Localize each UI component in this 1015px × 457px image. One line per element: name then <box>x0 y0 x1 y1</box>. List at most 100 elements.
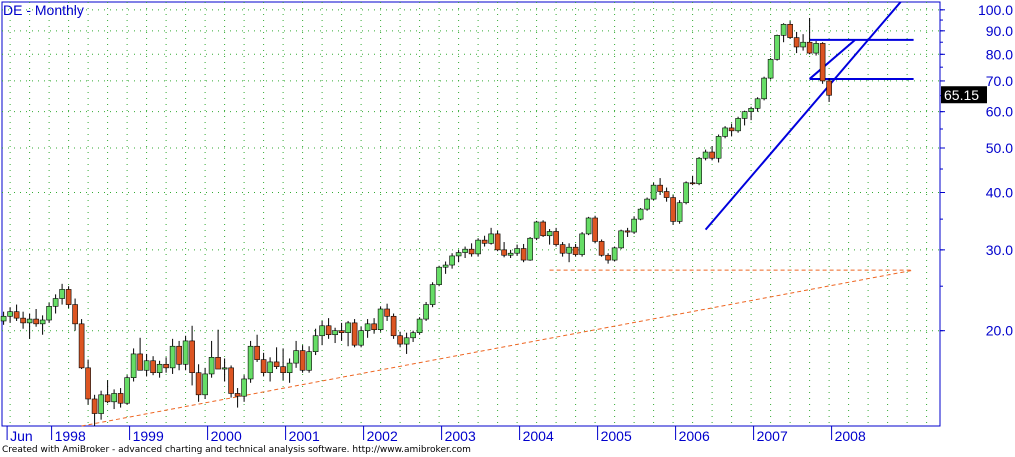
candle-body-up <box>52 298 59 307</box>
candle-body-up <box>156 363 163 374</box>
candle <box>124 375 130 405</box>
candle <box>280 348 286 381</box>
candle <box>195 364 202 402</box>
candle-body-up <box>377 308 384 330</box>
candle <box>780 23 787 43</box>
last-value-box <box>941 86 987 104</box>
candle-body-down <box>78 323 85 369</box>
candle-body-down <box>228 367 234 394</box>
candle-body-up <box>423 304 429 320</box>
candle <box>221 358 228 382</box>
candle <box>767 58 774 80</box>
candle-body-up <box>98 394 104 414</box>
candle <box>137 337 143 371</box>
candle-body-down <box>189 340 195 374</box>
candle-body-up <box>59 289 65 299</box>
candle <box>793 31 800 54</box>
candle-body-down <box>163 363 169 369</box>
candle <box>468 243 475 257</box>
plot-frame <box>1 1 941 427</box>
candle-body-down <box>65 289 72 305</box>
candle <box>728 123 735 137</box>
y-axis: 100.0 90.0 80.0 70.0 60.0 50.0 40.0 30.0 20.0 65.… <box>940 2 1013 339</box>
candle-body-down <box>176 345 182 365</box>
candle-body-down <box>117 393 124 404</box>
candle-body-down <box>72 304 78 325</box>
candle-body-down <box>280 366 286 374</box>
candle <box>442 261 449 274</box>
x-tick-label: 2008 <box>835 428 866 444</box>
candle-body-up <box>7 311 13 317</box>
candle <box>585 216 592 236</box>
candle <box>338 322 345 341</box>
candle-body-down <box>592 217 598 242</box>
candle <box>572 243 579 257</box>
candle-body-up <box>221 367 228 370</box>
candle <box>494 230 501 252</box>
candle <box>150 356 156 376</box>
candle-body-down <box>371 323 377 330</box>
candle-body-up <box>442 264 449 268</box>
candle <box>0 311 7 325</box>
candle <box>637 208 644 221</box>
candle-body-down <box>670 197 676 222</box>
candle <box>351 319 358 348</box>
candle-body-up <box>241 378 247 397</box>
candle <box>605 253 611 264</box>
y-tick-label: 50.0 <box>986 140 1013 156</box>
candle-body-down <box>215 357 221 370</box>
candle <box>663 187 670 202</box>
x-tick-label: 2000 <box>211 428 242 444</box>
candle <box>293 340 299 368</box>
candle-body-up <box>462 248 468 253</box>
candle <box>59 283 65 305</box>
candle-body-down <box>709 151 715 159</box>
candle <box>819 42 826 84</box>
candle <box>657 178 663 196</box>
candle <box>644 197 650 211</box>
y-tick-label: 90.0 <box>986 23 1013 39</box>
candle <box>527 236 533 261</box>
candle-body-up <box>533 221 540 239</box>
candle <box>364 319 371 338</box>
candle-body-up <box>124 377 130 404</box>
x-tick-label: 1999 <box>133 428 164 444</box>
candle-body-down <box>325 325 332 336</box>
candle <box>111 389 117 410</box>
candle <box>189 325 195 386</box>
candle <box>33 308 39 327</box>
candle <box>85 359 91 405</box>
x-tick-label: 2007 <box>757 428 788 444</box>
candle-body-down <box>793 37 800 48</box>
candle <box>397 331 403 348</box>
candle <box>598 239 605 257</box>
candle-body-up <box>436 266 442 285</box>
candle <box>611 246 618 262</box>
candle-body-up <box>754 98 761 109</box>
candle <box>7 307 13 323</box>
candle-body-down <box>559 244 566 254</box>
candle <box>553 227 559 247</box>
candle-body-up <box>774 35 780 60</box>
candle <box>761 76 767 101</box>
candle-body-down <box>85 367 91 400</box>
x-axis: Jun 1998 1999 2000 2001 2002 2003 2004 2005 2006 2… <box>6 426 866 444</box>
y-tick-label: 100.0 <box>978 2 1013 18</box>
candle-body-up <box>696 157 702 185</box>
y-tick-label: 70.0 <box>986 73 1013 89</box>
candle <box>813 41 819 56</box>
candle <box>683 181 689 205</box>
candle-body-down <box>787 23 793 38</box>
candle <box>520 243 527 263</box>
candle-body-down <box>150 360 156 374</box>
candle <box>117 388 124 408</box>
candle <box>631 216 637 234</box>
x-tick-label: 2003 <box>445 428 476 444</box>
candle-body-up <box>741 111 748 119</box>
chart-title: DE - Monthly <box>3 2 84 18</box>
x-tick-label: 2004 <box>523 428 554 444</box>
candle <box>163 357 169 373</box>
candle <box>546 229 553 245</box>
candle-body-up <box>527 237 533 261</box>
candle-body-up <box>332 330 338 336</box>
